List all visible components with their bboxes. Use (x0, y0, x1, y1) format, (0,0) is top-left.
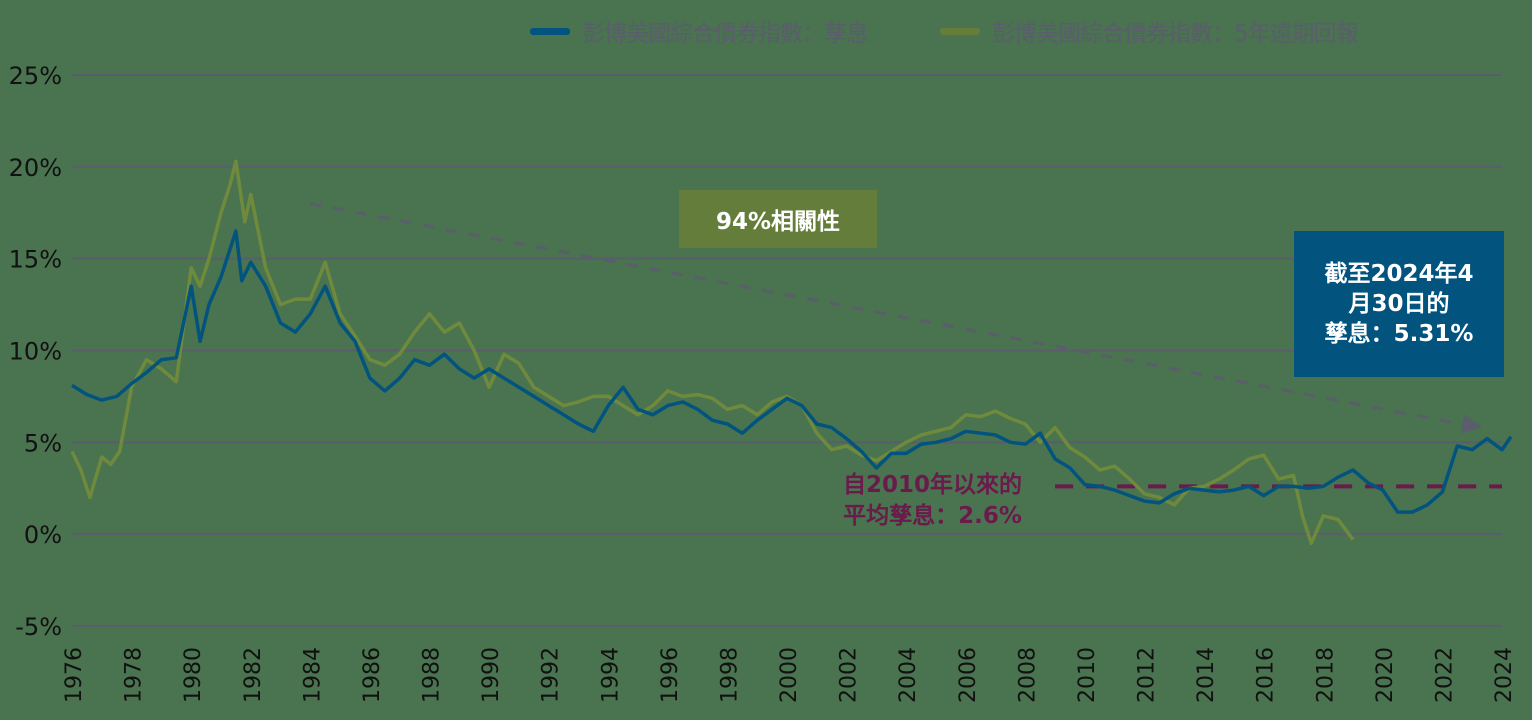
x-tick-label: 2008 (1015, 647, 1040, 703)
current-yield-line-1: 截至2024年4 (1324, 261, 1474, 287)
x-tick-label: 2006 (956, 647, 981, 703)
x-tick-label: 1980 (181, 647, 206, 703)
legend-item-yield: 彭博美國綜合債券指數：孳息 (530, 14, 869, 48)
average-yield-annotation: 自2010年以來的 平均孳息：2.6% (820, 470, 1045, 532)
x-tick-label: 1998 (717, 647, 742, 703)
x-tick-label: 2014 (1194, 647, 1219, 703)
x-tick-label: 2000 (777, 647, 802, 703)
x-tick-label: 1992 (539, 647, 564, 703)
x-tick-label: 2010 (1075, 647, 1100, 703)
correlation-annotation: 94%相關性 (679, 190, 877, 248)
x-tick-label: 2022 (1432, 647, 1457, 703)
x-tick-label: 1978 (122, 647, 147, 703)
x-tick-label: 1994 (598, 647, 623, 703)
legend-item-forward: 彭博美國綜合債券指數：5年遠期回報 (940, 14, 1359, 48)
y-tick-label: 5% (24, 429, 62, 457)
downtrend-arrow-line (310, 202, 1465, 427)
gridlines (72, 74, 1502, 627)
current-yield-line-3: 孳息：5.31% (1324, 321, 1474, 347)
current-yield-line-2: 月30日的 (1348, 291, 1450, 317)
x-tick-label: 1988 (420, 647, 445, 703)
legend-swatch-yield (530, 27, 570, 35)
y-tick-label: 25% (9, 62, 62, 90)
x-tick-label: 2020 (1373, 647, 1398, 703)
x-tick-label: 1990 (479, 647, 504, 703)
x-tick-label: 2012 (1135, 647, 1160, 703)
average-line-2: 平均孳息：2.6% (843, 503, 1022, 529)
x-tick-label: 1976 (62, 647, 87, 703)
current-yield-annotation: 截至2024年4 月30日的 孳息：5.31% (1294, 231, 1504, 377)
x-tick-label: 2024 (1492, 647, 1517, 703)
x-tick-label: 1996 (658, 647, 683, 703)
y-tick-label: -5% (15, 613, 62, 641)
x-axis-labels: 1976 1978 1980 1982 1984 1986 1988 1990 1992 1994… (62, 647, 1517, 703)
y-tick-label: 0% (24, 521, 62, 549)
x-tick-label: 1984 (300, 647, 325, 703)
legend-label-yield: 彭博美國綜合債券指數：孳息 (582, 21, 869, 47)
average-line-1: 自2010年以來的 (842, 472, 1022, 498)
legend-label-forward: 彭博美國綜合債券指數：5年遠期回報 (992, 21, 1359, 47)
arrowhead-icon (1460, 414, 1483, 434)
legend-swatch-forward (940, 27, 980, 35)
legend: 彭博美國綜合債券指數：孳息 彭博美國綜合債券指數：5年遠期回報 (530, 14, 1359, 48)
x-tick-label: 1982 (241, 647, 266, 703)
correlation-text: 94%相關性 (715, 209, 841, 235)
x-tick-label: 1986 (360, 647, 385, 703)
series-forward-return-line (70, 159, 1355, 546)
series-yield-line (71, 229, 1513, 514)
y-tick-label: 20% (9, 154, 62, 182)
x-tick-label: 2002 (837, 647, 862, 703)
y-tick-label: 10% (9, 338, 62, 366)
x-tick-label: 2018 (1313, 647, 1338, 703)
x-tick-label: 2004 (896, 647, 921, 703)
y-axis-labels: 25% 20% 15% 10% 5% 0% -5% (9, 62, 62, 641)
y-tick-label: 15% (9, 246, 62, 274)
x-tick-label: 2016 (1254, 647, 1279, 703)
